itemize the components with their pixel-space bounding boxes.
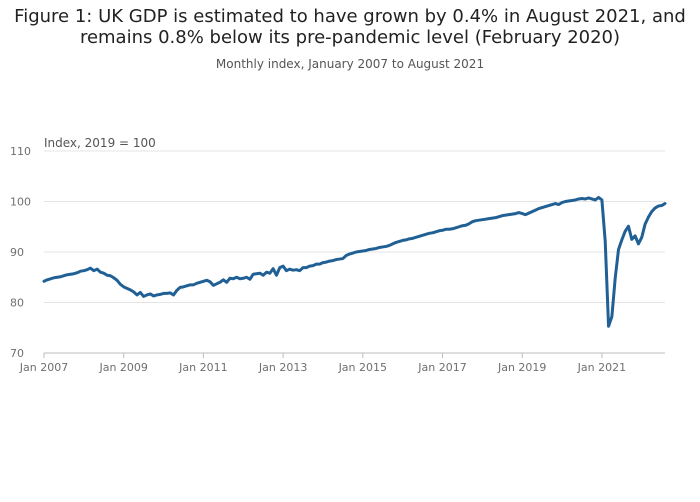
chart-title-line-1: Figure 1: UK GDP is estimated to have gr… xyxy=(14,6,686,27)
x-tick-label: Jan 2017 xyxy=(417,361,466,374)
x-tick-label: Jan 2021 xyxy=(577,361,626,374)
y-tick-label: 100 xyxy=(10,196,31,209)
x-tick-label: Jan 2007 xyxy=(19,361,68,374)
x-tick-label: Jan 2011 xyxy=(178,361,227,374)
y-axis-label: Index, 2019 = 100 xyxy=(44,136,156,150)
axes: 70 80 90 100 110 Jan 2007 Jan 2009 Jan 2011 Jan … xyxy=(10,145,665,374)
chart-subtitle: Monthly index, January 2007 to August 20… xyxy=(215,57,485,71)
y-tick-label: 80 xyxy=(10,297,24,310)
y-tick-label: 70 xyxy=(10,347,24,360)
x-tick-label: Jan 2015 xyxy=(338,361,387,374)
x-tick-label: Jan 2013 xyxy=(258,361,307,374)
series-layer xyxy=(42,195,667,328)
chart-title-line-2: remains 0.8% below its pre-pandemic leve… xyxy=(79,27,621,48)
gdp-series-line xyxy=(42,195,667,328)
y-tick-label: 90 xyxy=(10,246,24,259)
x-tick-label: Jan 2019 xyxy=(497,361,546,374)
x-tick-label: Jan 2009 xyxy=(98,361,147,374)
y-tick-label: 110 xyxy=(10,145,31,158)
grid-lines xyxy=(44,150,665,303)
chart-title: Figure 1: UK GDP is estimated to have gr… xyxy=(0,6,700,48)
